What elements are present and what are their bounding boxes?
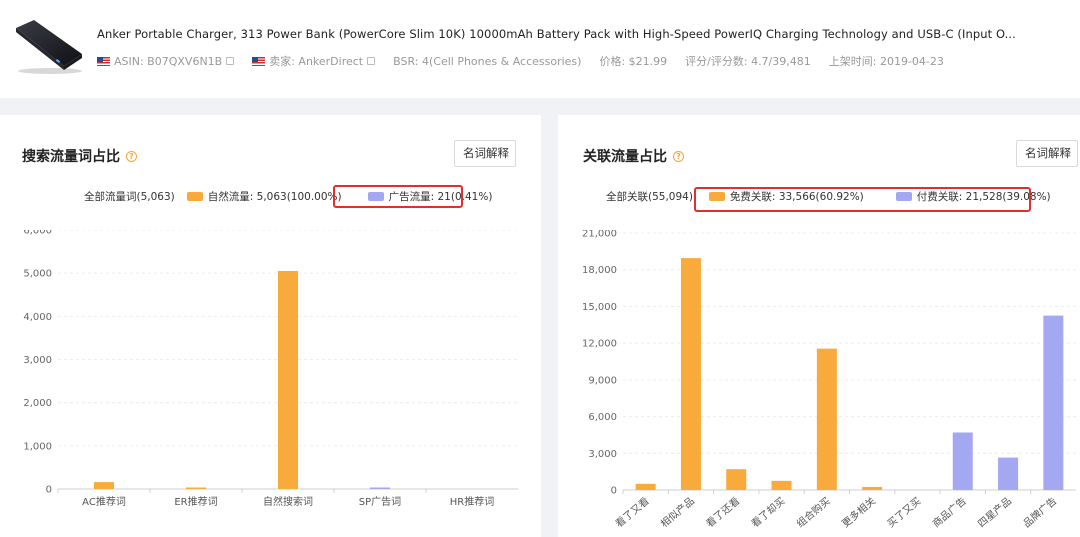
y-tick-label: 21,000 (582, 230, 617, 240)
x-tick-label: 组合购买 (794, 494, 833, 530)
y-tick-label: 6,000 (588, 412, 617, 423)
legend-swatch (367, 192, 384, 201)
us-flag-icon (97, 56, 110, 66)
panel-title: 关联流量占比? (583, 146, 684, 166)
bar (635, 483, 656, 490)
x-tick-label: 买了又买 (885, 495, 923, 530)
help-icon[interactable]: ? (673, 150, 684, 162)
x-tick-label: 自然搜索词 (263, 495, 313, 508)
bar (726, 469, 747, 490)
rating-text: 评分/评分数: 4.7/39,481 (685, 55, 811, 68)
x-tick-label: 看了却买 (748, 494, 787, 530)
listed-date-text: 上架时间: 2019-04-23 (828, 55, 944, 68)
bar (680, 258, 701, 490)
x-tick-label: AC推荐词 (82, 495, 126, 508)
bar (771, 480, 792, 490)
legend-organic[interactable]: 自然流量: 5,063(100.00%) (186, 189, 342, 204)
product-meta: ASIN: B07QXV6N1B 卖家: AnkerDirect BSR: 4(… (97, 53, 962, 69)
search-traffic-chart: 0 1,000 2,000 3,000 4,000 5,000 6,000 AC推荐词 ER推荐… (23, 230, 518, 508)
bar (862, 486, 883, 490)
x-tick-label: HR推荐词 (450, 495, 494, 508)
related-traffic-panel: 关联流量占比? 名词解释 全部关联(55,094) 免费关联: 33,566(6… (558, 115, 1080, 537)
asin-text: ASIN: B07QXV6N1B (114, 54, 223, 68)
y-tick-label: 3,000 (23, 355, 52, 366)
legend-free-label: 免费关联: 33,566(60.92%) (729, 191, 864, 203)
x-tick-label: 看了又看 (613, 494, 652, 530)
legend-total[interactable]: 全部关联(55,094) (606, 191, 693, 203)
highlight-box (333, 185, 463, 208)
price-text: 价格: $21.99 (599, 55, 668, 68)
external-link-icon[interactable] (367, 57, 376, 65)
x-tick-label: 品牌广告 (1020, 494, 1059, 530)
legend-paid[interactable]: 付费关联: 21,528(39.08%) (895, 189, 1051, 204)
external-link-icon[interactable] (226, 57, 235, 65)
legend-swatch (895, 192, 912, 201)
bar (186, 487, 206, 489)
panel-title: 搜索流量词占比? (22, 146, 137, 166)
y-tick-label: 15,000 (582, 302, 617, 313)
glossary-button[interactable]: 名词解释 (1016, 140, 1078, 167)
help-icon[interactable]: ? (126, 150, 137, 162)
y-tick-label: 12,000 (582, 339, 617, 350)
seller-text: 卖家: AnkerDirect (269, 55, 364, 68)
y-tick-label: 6,000 (23, 230, 52, 237)
bar (94, 482, 114, 489)
y-tick-label: 5,000 (23, 269, 52, 280)
bar (952, 432, 973, 490)
x-tick-label: SP广告词 (359, 495, 401, 508)
related-traffic-chart: 0 3,000 6,000 9,000 12,000 15,000 18,000 21,000… (582, 230, 1076, 530)
legend-total[interactable]: 全部流量词(5,063) (84, 191, 175, 203)
legend: 全部关联(55,094) 免费关联: 33,566(60.92%) 付费关联: … (606, 189, 1051, 204)
us-flag-icon (252, 56, 266, 66)
product-header: Anker Portable Charger, 313 Power Bank (… (0, 0, 1080, 98)
panel-title-text: 搜索流量词占比 (22, 149, 120, 165)
x-tick-label: 商品广告 (930, 494, 969, 530)
legend-free[interactable]: 免费关联: 33,566(60.92%) (708, 189, 864, 204)
seller-item[interactable]: 卖家: AnkerDirect (252, 53, 376, 69)
legend: 全部流量词(5,063) 自然流量: 5,063(100.00%) 广告流量: … (84, 189, 492, 204)
y-tick-label: 0 (46, 485, 52, 496)
asin-item[interactable]: ASIN: B07QXV6N1B (97, 54, 235, 68)
x-tick-label: 相似产品 (658, 494, 697, 530)
product-thumbnail[interactable] (12, 16, 84, 78)
x-tick-label: 四星产品 (975, 494, 1014, 530)
x-tick-label: 更多相关 (839, 494, 878, 530)
legend-organic-label: 自然流量: 5,063(100.00%) (207, 191, 342, 203)
y-tick-label: 2,000 (23, 398, 52, 409)
legend-swatch (708, 192, 725, 201)
bar (816, 348, 837, 490)
legend-paid-label: 付费关联: 21,528(39.08%) (916, 191, 1051, 203)
bar (1043, 315, 1064, 490)
search-traffic-panel: 搜索流量词占比? 名词解释 全部流量词(5,063) 自然流量: 5,063(1… (0, 115, 541, 537)
highlight-box (694, 187, 1031, 212)
y-tick-label: 0 (611, 486, 617, 497)
bar (370, 487, 390, 489)
bar (998, 457, 1019, 490)
x-tick-label: ER推荐词 (174, 495, 217, 508)
y-tick-label: 18,000 (582, 265, 617, 276)
y-tick-label: 9,000 (588, 375, 617, 386)
y-tick-label: 1,000 (23, 441, 52, 452)
legend-swatch (186, 192, 203, 201)
x-tick-label: 看了还看 (703, 494, 742, 530)
panel-title-text: 关联流量占比 (583, 149, 667, 165)
product-title[interactable]: Anker Portable Charger, 313 Power Bank (… (97, 27, 1016, 41)
glossary-button[interactable]: 名词解释 (454, 140, 516, 167)
y-tick-label: 3,000 (588, 449, 617, 460)
legend-ad-label: 广告流量: 21(0.41%) (388, 191, 493, 203)
bar (278, 271, 298, 489)
y-tick-label: 4,000 (23, 312, 52, 323)
legend-ad[interactable]: 广告流量: 21(0.41%) (367, 189, 493, 204)
bsr-text: BSR: 4(Cell Phones & Accessories) (393, 54, 582, 68)
